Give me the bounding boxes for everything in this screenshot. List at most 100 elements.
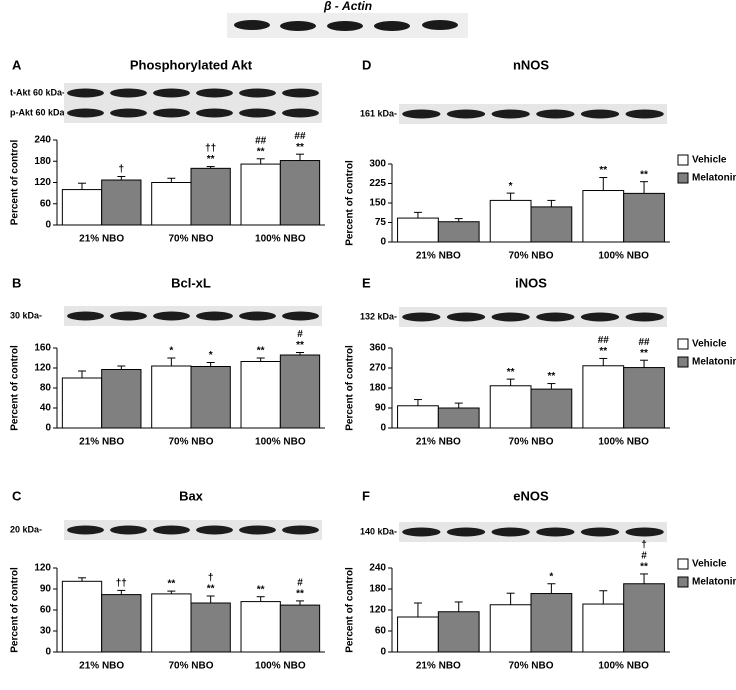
chart-title: Bax xyxy=(179,488,204,503)
y-tick-label: 225 xyxy=(369,178,386,189)
significance-label: * xyxy=(209,350,213,361)
blot-band xyxy=(110,525,147,535)
legend-label: Melatonin xyxy=(692,173,736,184)
actin-blot xyxy=(234,20,458,31)
y-axis-label: Percent of control xyxy=(345,345,356,431)
significance-label: * xyxy=(549,571,553,582)
significance-label: ** xyxy=(296,589,304,600)
significance-label: # xyxy=(641,551,647,562)
y-tick-label: 120 xyxy=(34,177,51,188)
significance-label: ** xyxy=(599,165,607,176)
significance-label: ## xyxy=(638,337,650,348)
blot-band xyxy=(239,311,276,321)
blot-band xyxy=(625,527,664,537)
blot-band xyxy=(239,108,276,118)
significance-label: ** xyxy=(547,371,555,382)
blot-label: 20 kDa- xyxy=(10,524,42,534)
bar xyxy=(623,367,665,429)
bar xyxy=(151,593,192,653)
x-tick-label: 70% NBO xyxy=(508,251,553,262)
y-tick-label: 0 xyxy=(380,647,386,658)
y-tick-label: 160 xyxy=(34,343,51,354)
chart-title: nNOS xyxy=(513,57,549,72)
bar xyxy=(437,221,480,243)
bar xyxy=(190,366,231,429)
panel-letter: C xyxy=(12,488,22,503)
bar xyxy=(240,361,281,429)
bar xyxy=(190,167,231,226)
y-tick-label: 60 xyxy=(40,605,52,616)
bar xyxy=(61,189,103,226)
x-tick-label: 70% NBO xyxy=(168,661,213,672)
bar xyxy=(437,407,480,429)
blot-band xyxy=(402,109,441,119)
significance-label: ** xyxy=(257,146,265,157)
blot-band xyxy=(282,88,319,98)
blot-band xyxy=(239,525,276,535)
bar xyxy=(530,388,573,429)
y-tick-label: 270 xyxy=(369,363,386,374)
significance-label: # xyxy=(297,329,303,340)
legend-swatch xyxy=(677,172,689,184)
y-tick-label: 0 xyxy=(380,237,386,248)
chart-title: Phosphorylated Akt xyxy=(130,57,253,72)
bar xyxy=(279,160,321,226)
y-tick-label: 120 xyxy=(369,605,386,616)
x-tick-label: 21% NBO xyxy=(79,661,124,672)
x-tick-label: 21% NBO xyxy=(416,251,461,262)
x-tick-label: 21% NBO xyxy=(416,661,461,672)
bar xyxy=(279,604,321,653)
blot-band xyxy=(196,88,233,98)
x-tick-label: 70% NBO xyxy=(168,437,213,448)
bar xyxy=(397,405,439,429)
bar xyxy=(101,594,142,653)
y-axis-label: Percent of control xyxy=(345,567,356,653)
significance-label: ## xyxy=(255,135,267,146)
blot-band xyxy=(110,88,147,98)
y-tick-label: 75 xyxy=(375,217,387,228)
significance-label: ## xyxy=(294,131,306,142)
blot-band xyxy=(153,525,190,535)
y-tick-label: 30 xyxy=(40,626,52,637)
x-tick-label: 100% NBO xyxy=(255,437,306,448)
legend-label: Melatonin xyxy=(692,357,736,368)
bar xyxy=(190,602,231,653)
blot-label: 30 kDa- xyxy=(10,310,42,320)
y-tick-label: 0 xyxy=(45,220,51,231)
y-tick-label: 90 xyxy=(375,403,387,414)
blot-band xyxy=(446,109,486,119)
legend-swatch xyxy=(677,154,689,166)
blot-label: p-Akt 60 kDa- xyxy=(10,107,68,117)
blot-band xyxy=(536,312,575,322)
blot-band xyxy=(402,527,441,537)
blot-band xyxy=(374,21,410,31)
significance-label: # xyxy=(297,578,303,589)
blot-band xyxy=(196,108,233,118)
blot-band xyxy=(491,527,530,537)
blot-band xyxy=(536,109,575,119)
significance-label: ** xyxy=(507,367,515,378)
blot-band xyxy=(446,527,486,537)
significance-label: † xyxy=(119,164,125,175)
blot-band xyxy=(282,311,319,321)
significance-label: † xyxy=(641,540,647,551)
bar xyxy=(61,580,103,653)
blot-band xyxy=(491,109,530,119)
bar xyxy=(582,603,625,653)
y-tick-label: 240 xyxy=(369,563,386,574)
blot-background xyxy=(64,520,322,540)
y-tick-label: 80 xyxy=(40,383,52,394)
header-title: β - Actin xyxy=(323,0,372,13)
significance-label: ** xyxy=(640,562,648,573)
blot-band xyxy=(110,108,147,118)
bar xyxy=(623,583,665,653)
blot-background xyxy=(399,522,667,542)
bar xyxy=(489,604,532,653)
significance-label: ** xyxy=(207,584,215,595)
blot-band xyxy=(446,312,486,322)
blot-band xyxy=(402,312,441,322)
y-tick-label: 60 xyxy=(40,198,52,209)
blot-band xyxy=(196,525,233,535)
blot-band xyxy=(625,109,664,119)
